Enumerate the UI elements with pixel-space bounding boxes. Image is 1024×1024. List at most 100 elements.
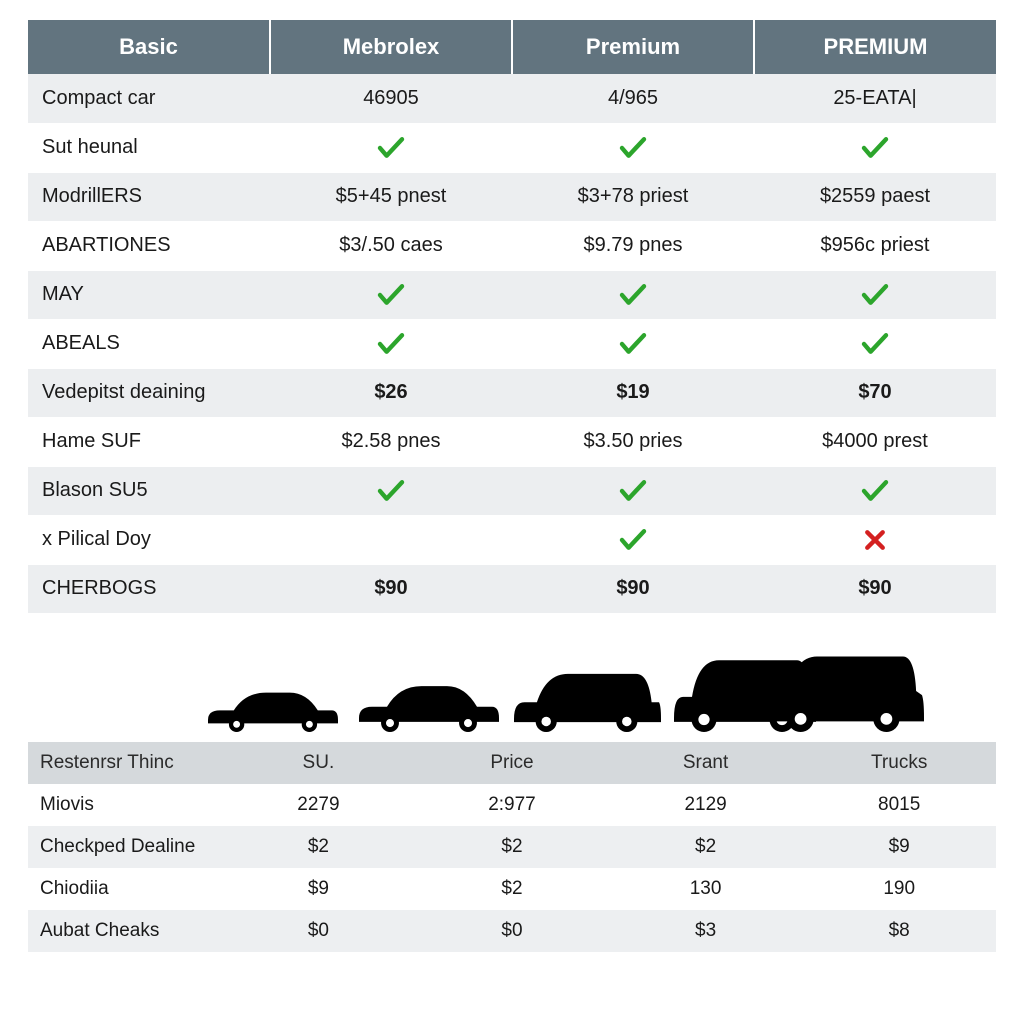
cell: $90 [512, 564, 754, 613]
sub-col-price: Price [415, 742, 609, 784]
cell: 8015 [802, 784, 996, 826]
table-row: Compact car469054/96525-EATA| [28, 74, 996, 123]
row-label: Miovis [28, 784, 222, 826]
cell: 2129 [609, 784, 803, 826]
check-icon [619, 136, 647, 158]
check-icon [619, 528, 647, 550]
cell: $2559 paest [754, 172, 996, 221]
cell [270, 319, 512, 368]
table-row: ABEALS [28, 319, 996, 368]
row-label: Hame SUF [28, 417, 270, 466]
check-icon [619, 479, 647, 501]
check-icon [619, 283, 647, 305]
row-label: MAY [28, 270, 270, 319]
table-row: Vedepitst deaining$26$19$70 [28, 368, 996, 417]
cell: $4000 prest [754, 417, 996, 466]
cell [754, 466, 996, 515]
check-icon [377, 136, 405, 158]
cell [754, 270, 996, 319]
col-header-premium: Premium [512, 20, 754, 74]
pricing-comparison-table: Basic Mebrolex Premium PREMIUM Compact c… [28, 20, 996, 614]
cell: $9 [222, 868, 416, 910]
cell: $3+78 priest [512, 172, 754, 221]
row-label: x Pilical Doy [28, 515, 270, 564]
cell: 4/965 [512, 74, 754, 123]
row-label: Aubat Cheaks [28, 910, 222, 952]
vehicle-silhouette-row [28, 650, 996, 732]
col-header-basic: Basic [28, 20, 270, 74]
check-icon [861, 332, 889, 354]
vehicle-suv-icon [508, 666, 665, 732]
vehicle-sedan-icon [195, 684, 352, 732]
cell: $8 [802, 910, 996, 952]
cell: 46905 [270, 74, 512, 123]
row-label: CHERBOGS [28, 564, 270, 613]
cell: $90 [754, 564, 996, 613]
sub-col-restenrsr: Restenrsr Thinc [28, 742, 222, 784]
cell [754, 319, 996, 368]
check-icon [861, 136, 889, 158]
cell: 2279 [222, 784, 416, 826]
table-row: CHERBOGS$90$90$90 [28, 564, 996, 613]
cell: $9.79 pnes [512, 221, 754, 270]
row-label: ABEALS [28, 319, 270, 368]
row-label: ABARTIONES [28, 221, 270, 270]
row-label: Checkped Dealine [28, 826, 222, 868]
cell: $3 [609, 910, 803, 952]
cell: $2.58 pnes [270, 417, 512, 466]
cell: $0 [415, 910, 609, 952]
cell: $3/.50 caes [270, 221, 512, 270]
cell: 2:977 [415, 784, 609, 826]
table-row: Blason SU5 [28, 466, 996, 515]
check-icon [861, 283, 889, 305]
cell [512, 319, 754, 368]
cell: $90 [270, 564, 512, 613]
cell: 190 [802, 868, 996, 910]
row-label: Blason SU5 [28, 466, 270, 515]
cell: $2 [222, 826, 416, 868]
table-row: x Pilical Doy [28, 515, 996, 564]
row-label: Chiodiia [28, 868, 222, 910]
cell: $9 [802, 826, 996, 868]
table-row: Aubat Cheaks$0$0$3$8 [28, 910, 996, 952]
cell [512, 515, 754, 564]
cell [270, 466, 512, 515]
cell: $5+45 pnest [270, 172, 512, 221]
table-row: Checkped Dealine$2$2$2$9 [28, 826, 996, 868]
table-row: MAY [28, 270, 996, 319]
row-label: Sut heunal [28, 123, 270, 172]
row-label: ModrillERS [28, 172, 270, 221]
vehicle-suv-large-icon [761, 650, 926, 732]
row-label: Compact car [28, 74, 270, 123]
vehicle-sedan2-icon [351, 676, 508, 732]
cell: $70 [754, 368, 996, 417]
table-row: ABARTIONES$3/.50 caes$9.79 pnes$956c pri… [28, 221, 996, 270]
cell [270, 123, 512, 172]
sub-col-trucks: Trucks [802, 742, 996, 784]
row-label: Vedepitst deaining [28, 368, 270, 417]
table-row: Chiodiia$9$2130190 [28, 868, 996, 910]
cell: $19 [512, 368, 754, 417]
check-icon [377, 332, 405, 354]
vehicle-specs-table: Restenrsr Thinc SU. Price Srant Trucks M… [28, 742, 996, 952]
cell: $956c priest [754, 221, 996, 270]
main-table-header-row: Basic Mebrolex Premium PREMIUM [28, 20, 996, 74]
table-row: Sut heunal [28, 123, 996, 172]
check-icon [377, 479, 405, 501]
sub-col-su: SU. [222, 742, 416, 784]
table-row: ModrillERS$5+45 pnest$3+78 priest$2559 p… [28, 172, 996, 221]
cell: $3.50 pries [512, 417, 754, 466]
x-icon [864, 528, 886, 550]
cell: $2 [415, 868, 609, 910]
cell [270, 515, 512, 564]
cell [512, 270, 754, 319]
cell [512, 123, 754, 172]
sub-table-header-row: Restenrsr Thinc SU. Price Srant Trucks [28, 742, 996, 784]
cell: $26 [270, 368, 512, 417]
cell [512, 466, 754, 515]
table-row: Hame SUF$2.58 pnes$3.50 pries$4000 prest [28, 417, 996, 466]
col-header-mebrolex: Mebrolex [270, 20, 512, 74]
cell: $2 [415, 826, 609, 868]
cell: $0 [222, 910, 416, 952]
check-icon [377, 283, 405, 305]
